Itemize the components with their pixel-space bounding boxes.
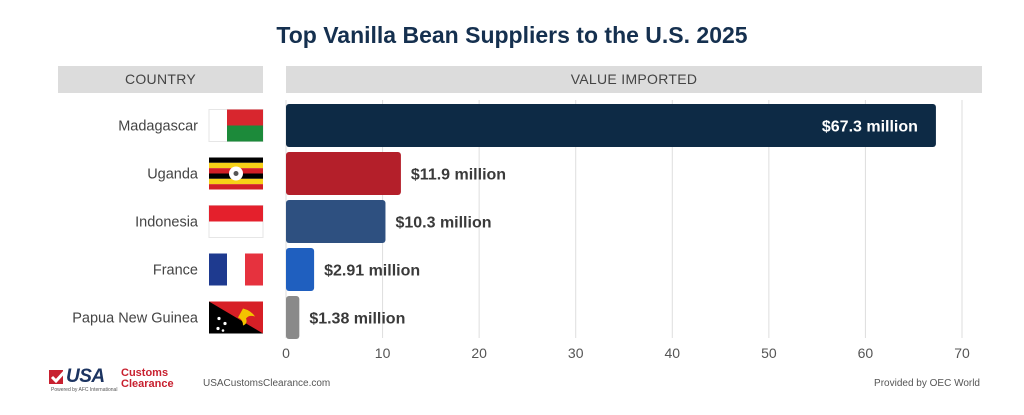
x-tick-label: 0 (282, 345, 290, 361)
x-tick-label: 50 (761, 345, 777, 361)
x-tick-label: 30 (568, 345, 584, 361)
chart-title: Top Vanilla Bean Suppliers to the U.S. 2… (276, 22, 748, 48)
data-label: $10.3 million (395, 215, 491, 232)
x-tick-label: 60 (858, 345, 874, 361)
usa-customs-clearance-logo: USA Customs Clearance Powered by AFC Int… (49, 366, 189, 396)
logo-customs-text: Customs (121, 367, 169, 379)
uganda-flag-icon (209, 157, 263, 190)
data-label: $2.91 million (324, 263, 420, 280)
indonesia-flag-icon (208, 205, 264, 238)
bar (286, 248, 315, 291)
country-column-header: COUNTRY (58, 66, 263, 93)
value-column-header: VALUE IMPORTED (286, 66, 982, 93)
category-label: Uganda (147, 167, 199, 183)
bar (286, 152, 401, 195)
category-label: Papua New Guinea (72, 311, 199, 327)
footer-url: USACustomsClearance.com (203, 378, 331, 389)
category-label: France (153, 263, 198, 279)
x-tick-label: 20 (471, 345, 487, 361)
category-label: Madagascar (118, 119, 198, 135)
x-tick-label: 10 (375, 345, 391, 361)
madagascar-flag-icon (208, 109, 264, 142)
bar (286, 200, 386, 243)
logo-clearance-text: Clearance (121, 378, 174, 390)
bar (286, 104, 936, 147)
x-tick-label: 70 (954, 345, 970, 361)
logo-usa-text: USA (66, 366, 105, 387)
category-label: Indonesia (135, 215, 199, 231)
checkmark-icon (49, 368, 69, 384)
papua-new-guinea-flag-icon (209, 301, 263, 334)
data-label: $11.9 million (411, 167, 506, 184)
x-tick-label: 40 (664, 345, 680, 361)
france-flag-icon (209, 253, 263, 286)
footer-credit: Provided by OEC World (874, 378, 980, 389)
data-label: $67.3 million (822, 119, 918, 136)
logo-tagline: Powered by AFC International (51, 387, 118, 393)
bar (286, 296, 300, 339)
data-label: $1.38 million (309, 311, 405, 328)
